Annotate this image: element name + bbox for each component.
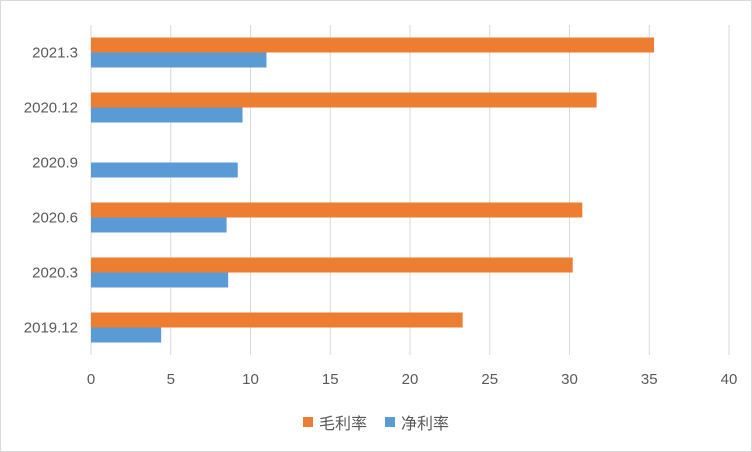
x-tick-label: 10	[242, 371, 259, 388]
y-tick-label: 2020.3	[32, 265, 78, 282]
bar-net-margin	[91, 162, 238, 178]
y-tick-label: 2019.12	[24, 320, 78, 337]
bar-gross-margin	[91, 257, 573, 273]
bar-net-margin	[91, 52, 267, 68]
x-tick-label: 35	[641, 371, 658, 388]
legend: 毛利率 净利率	[0, 410, 752, 434]
bar-gross-margin	[91, 92, 597, 108]
legend-item-net-margin: 净利率	[385, 410, 449, 434]
x-tick-label: 0	[87, 371, 95, 388]
x-tick-label: 40	[721, 371, 738, 388]
bar-net-margin	[91, 107, 243, 123]
bar-net-margin	[91, 327, 162, 343]
x-tick-label: 15	[322, 371, 339, 388]
x-tick-label: 30	[561, 371, 578, 388]
bar-gross-margin	[91, 202, 583, 218]
bar-gross-margin	[91, 312, 463, 328]
y-tick-label: 2020.9	[32, 155, 78, 172]
bar-gross-margin	[91, 37, 655, 53]
x-tick-label: 25	[481, 371, 498, 388]
legend-swatch-gross-margin	[302, 417, 313, 427]
bar-net-margin	[91, 217, 227, 233]
bar-net-margin	[91, 272, 229, 288]
legend-item-gross-margin: 毛利率	[302, 410, 367, 434]
x-tick-label: 5	[167, 371, 175, 388]
x-tick-label: 20	[402, 371, 419, 388]
legend-label-gross-margin: 毛利率	[318, 414, 367, 433]
legend-label-net-margin: 净利率	[401, 414, 450, 433]
y-tick-label: 2020.12	[24, 100, 78, 117]
y-tick-label: 2021.3	[32, 45, 78, 62]
legend-swatch-net-margin	[385, 417, 395, 427]
y-tick-label: 2020.6	[32, 210, 78, 227]
